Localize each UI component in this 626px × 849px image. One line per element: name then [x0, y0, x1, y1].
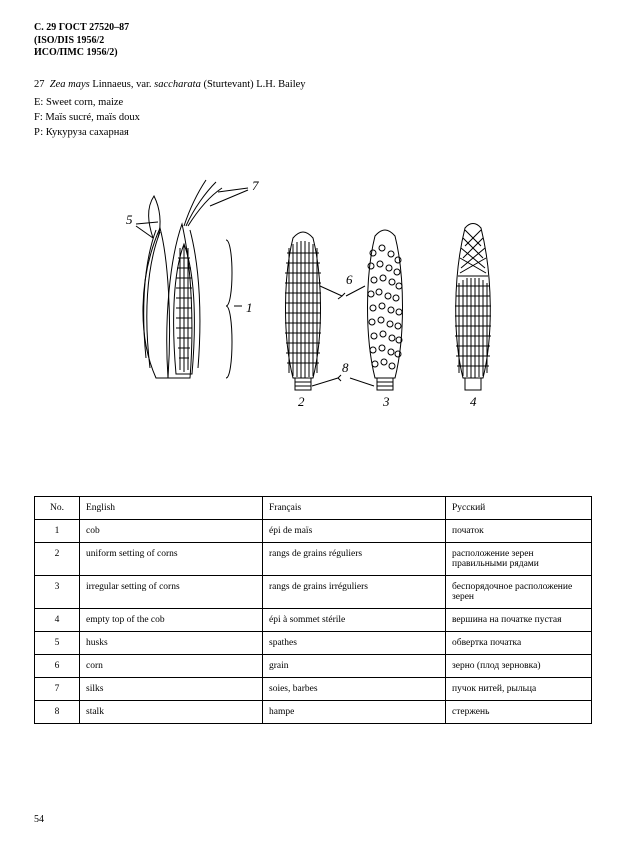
cell-fr: grain	[263, 655, 446, 678]
cell-no: 8	[35, 701, 80, 724]
fig-label-8: 8	[342, 360, 349, 375]
name-ru: Р: Кукуруза сахарная	[34, 126, 592, 141]
header-line-3: ИСО/ПМС 1956/2)	[34, 47, 592, 60]
cell-en: silks	[80, 678, 263, 701]
header-line-1: С. 29 ГОСТ 27520–87	[34, 22, 592, 35]
latin-name-tail: (Sturtevant) L.H. Bailey	[201, 79, 306, 90]
cell-no: 7	[35, 678, 80, 701]
table-row: 6 corn grain зерно (плод зерновка)	[35, 655, 592, 678]
cell-fr: hampe	[263, 701, 446, 724]
fig-label-3: 3	[382, 394, 390, 409]
bracket-1	[226, 240, 242, 378]
table-header-row: No. English Français Русский	[35, 497, 592, 520]
cell-fr: rangs de grains irréguliers	[263, 576, 446, 609]
cell-no: 1	[35, 520, 80, 543]
table-row: 8 stalk hampe стержень	[35, 701, 592, 724]
entry-number: 27	[34, 79, 45, 90]
fig-label-4: 4	[470, 394, 477, 409]
cell-fr: épi à sommet stérile	[263, 609, 446, 632]
cell-en: uniform setting of corns	[80, 543, 263, 576]
name-fr: F: Maïs sucré, maïs doux	[34, 111, 592, 126]
cell-no: 5	[35, 632, 80, 655]
entry-heading: 27 Zea mays Linnaeus, var. saccharata (S…	[34, 78, 592, 93]
fig-label-6: 6	[346, 272, 353, 287]
leader-6a	[320, 286, 345, 299]
cob-irregular	[368, 230, 403, 390]
latin-name-genus: Zea mays	[50, 79, 90, 90]
table-row: 5 husks spathes обвертка початка	[35, 632, 592, 655]
cob-uniform	[285, 232, 321, 390]
corn-diagram-svg: 1 2 3 4 5 6 7 8	[98, 168, 528, 428]
table-row: 7 silks soies, barbes пучок нитей, рыльц…	[35, 678, 592, 701]
header-line-2: (ISO/DIS 1956/2	[34, 35, 592, 48]
col-en: English	[80, 497, 263, 520]
cell-en: empty top of the cob	[80, 609, 263, 632]
fig-label-5: 5	[126, 212, 133, 227]
cell-en: irregular setting of corns	[80, 576, 263, 609]
fig-label-2: 2	[298, 394, 305, 409]
cell-en: corn	[80, 655, 263, 678]
cell-no: 3	[35, 576, 80, 609]
cell-fr: spathes	[263, 632, 446, 655]
cell-ru: расположение зерен правильными рядами	[446, 543, 592, 576]
cell-no: 6	[35, 655, 80, 678]
cell-ru: вершина на початке пустая	[446, 609, 592, 632]
name-en: E: Sweet corn, maize	[34, 96, 592, 111]
cell-no: 4	[35, 609, 80, 632]
leader-8a	[312, 375, 341, 386]
leader-8b	[350, 378, 374, 386]
cell-ru: зерно (плод зерновка)	[446, 655, 592, 678]
cell-ru: беспорядочное расположение зерен	[446, 576, 592, 609]
fig-label-7: 7	[252, 178, 259, 193]
page-number: 54	[34, 814, 44, 825]
page: С. 29 ГОСТ 27520–87 (ISO/DIS 1956/2 ИСО/…	[0, 0, 626, 849]
cell-fr: rangs de grains réguliers	[263, 543, 446, 576]
latin-name-var: saccharata	[154, 79, 201, 90]
figure: 1 2 3 4 5 6 7 8	[98, 168, 528, 428]
table-row: 3 irregular setting of corns rangs de gr…	[35, 576, 592, 609]
col-ru: Русский	[446, 497, 592, 520]
table-row: 1 cob épi de maïs початок	[35, 520, 592, 543]
doc-header: С. 29 ГОСТ 27520–87 (ISO/DIS 1956/2 ИСО/…	[34, 22, 592, 60]
table-row: 4 empty top of the cob épi à sommet stér…	[35, 609, 592, 632]
col-fr: Français	[263, 497, 446, 520]
cob-empty-top	[455, 224, 491, 391]
cell-fr: épi de maïs	[263, 520, 446, 543]
terms-table: No. English Français Русский 1 cob épi d…	[34, 496, 592, 724]
common-names: E: Sweet corn, maize F: Maïs sucré, maïs…	[34, 96, 592, 140]
latin-name-mid: Linnaeus, var.	[90, 79, 154, 90]
cell-ru: стержень	[446, 701, 592, 724]
fig-label-1: 1	[246, 300, 253, 315]
cell-fr: soies, barbes	[263, 678, 446, 701]
cob-with-husks	[143, 180, 222, 378]
table-row: 2 uniform setting of corns rangs de grai…	[35, 543, 592, 576]
leader-6b	[346, 286, 365, 296]
cell-en: stalk	[80, 701, 263, 724]
cell-ru: початок	[446, 520, 592, 543]
cell-ru: обвертка початка	[446, 632, 592, 655]
cell-no: 2	[35, 543, 80, 576]
cell-en: husks	[80, 632, 263, 655]
cell-ru: пучок нитей, рыльца	[446, 678, 592, 701]
col-no: No.	[35, 497, 80, 520]
leader-5b	[136, 222, 158, 224]
cell-en: cob	[80, 520, 263, 543]
